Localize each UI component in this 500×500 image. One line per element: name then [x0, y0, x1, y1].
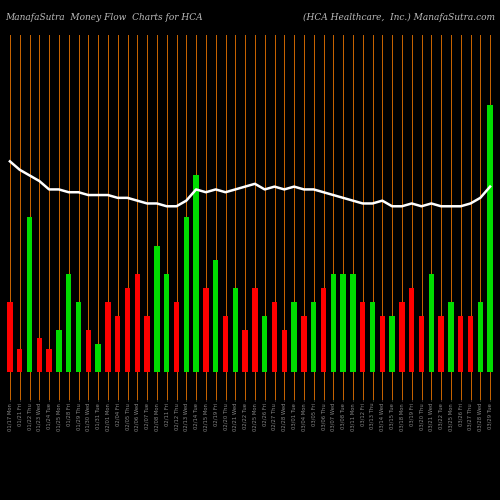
- Bar: [144, 316, 150, 372]
- Bar: [125, 288, 130, 372]
- Text: ManafaSutra  Money Flow  Charts for HCA: ManafaSutra Money Flow Charts for HCA: [5, 12, 202, 22]
- Bar: [301, 316, 306, 372]
- Bar: [468, 316, 473, 372]
- Bar: [56, 330, 62, 372]
- Bar: [292, 302, 297, 372]
- Bar: [7, 302, 12, 372]
- Bar: [134, 274, 140, 372]
- Bar: [428, 274, 434, 372]
- Bar: [380, 316, 385, 372]
- Bar: [262, 316, 268, 372]
- Bar: [232, 288, 238, 372]
- Bar: [86, 330, 91, 372]
- Bar: [360, 302, 366, 372]
- Bar: [194, 176, 199, 372]
- Bar: [458, 316, 464, 372]
- Bar: [76, 302, 81, 372]
- Bar: [370, 302, 375, 372]
- Bar: [36, 338, 42, 372]
- Bar: [390, 316, 395, 372]
- Bar: [17, 350, 22, 372]
- Bar: [252, 288, 258, 372]
- Bar: [478, 302, 483, 372]
- Bar: [223, 316, 228, 372]
- Bar: [164, 274, 170, 372]
- Bar: [203, 288, 208, 372]
- Bar: [330, 274, 336, 372]
- Bar: [399, 302, 404, 372]
- Bar: [448, 302, 454, 372]
- Bar: [321, 288, 326, 372]
- Bar: [27, 218, 32, 372]
- Bar: [438, 316, 444, 372]
- Text: (HCA Healthcare,  Inc.) ManafaSutra.com: (HCA Healthcare, Inc.) ManafaSutra.com: [303, 12, 495, 22]
- Bar: [272, 302, 277, 372]
- Bar: [282, 330, 287, 372]
- Bar: [311, 302, 316, 372]
- Bar: [46, 350, 52, 372]
- Bar: [409, 288, 414, 372]
- Bar: [105, 302, 110, 372]
- Bar: [213, 260, 218, 372]
- Bar: [488, 105, 493, 372]
- Bar: [66, 274, 71, 372]
- Bar: [154, 246, 160, 372]
- Bar: [115, 316, 120, 372]
- Bar: [174, 302, 179, 372]
- Bar: [350, 274, 356, 372]
- Bar: [96, 344, 101, 372]
- Bar: [184, 218, 189, 372]
- Bar: [242, 330, 248, 372]
- Bar: [340, 274, 346, 372]
- Bar: [419, 316, 424, 372]
